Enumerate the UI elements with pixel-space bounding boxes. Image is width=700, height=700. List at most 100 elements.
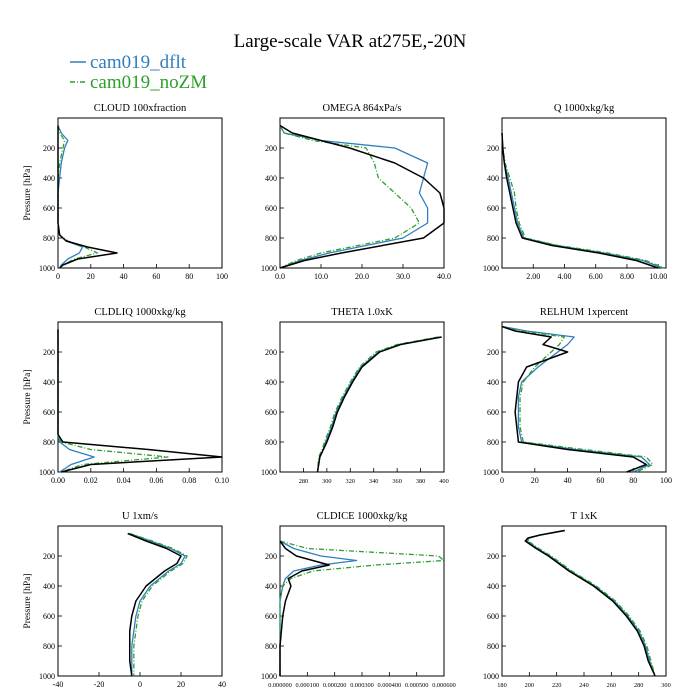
y-tick-label: 400 — [43, 582, 55, 591]
x-tick-label: 240 — [579, 682, 588, 689]
y-tick-label: 800 — [487, 234, 499, 243]
y-tick-label: 200 — [265, 348, 277, 357]
y-tick-label: 400 — [487, 174, 499, 183]
x-tick-label: 0.000300 — [350, 682, 374, 689]
y-tick-label: 600 — [265, 204, 277, 213]
y-tick-label: 1000 — [261, 264, 277, 273]
y-axis-label: Pressure [hPa] — [23, 165, 33, 220]
y-tick-label: 1000 — [483, 672, 499, 681]
x-tick-label: 300 — [322, 478, 331, 485]
y-tick-label: 400 — [265, 582, 277, 591]
series-line-reference — [316, 336, 442, 473]
series-line-cam019-nozm — [527, 529, 656, 677]
panel-title: CLDLIQ 1000xkg/kg — [94, 307, 186, 318]
x-tick-label: 200 — [525, 682, 534, 689]
x-tick-label: 40 — [564, 476, 572, 485]
series-line-reference — [279, 124, 445, 269]
y-tick-label: 800 — [43, 438, 55, 447]
x-tick-label: 0.08 — [182, 476, 196, 485]
y-tick-label: 600 — [43, 204, 55, 213]
x-tick-label: 0.02 — [84, 476, 98, 485]
y-tick-label: 1000 — [261, 672, 277, 681]
legend: cam019_dflt cam019_noZM — [70, 52, 207, 93]
y-tick-label: 600 — [43, 612, 55, 621]
y-tick-label: 800 — [487, 642, 499, 651]
y-tick-label: 400 — [487, 378, 499, 387]
plot-frame — [279, 525, 445, 677]
y-tick-label: 200 — [487, 144, 499, 153]
x-tick-label: 0 — [138, 680, 142, 689]
x-tick-label: 20.0 — [355, 272, 369, 281]
y-tick-label: 800 — [43, 234, 55, 243]
panel-title: CLOUD 100xfraction — [94, 103, 187, 114]
y-tick-label: 1000 — [39, 468, 55, 477]
x-tick-label: 380 — [416, 478, 425, 485]
x-tick-label: 0 — [500, 476, 504, 485]
x-tick-label: 40 — [218, 680, 226, 689]
panel-title: T 1xK — [571, 511, 598, 522]
y-tick-label: 200 — [487, 348, 499, 357]
x-tick-label: 0 — [56, 272, 60, 281]
panel-q: Q 1000xkg/kg 200 400 600 800 1000 2.00 4.00 6.00… — [483, 103, 667, 281]
x-tick-label: -40 — [53, 680, 64, 689]
y-tick-label: 400 — [43, 378, 55, 387]
y-tick-label: 400 — [265, 378, 277, 387]
plot-frame — [279, 321, 445, 473]
series-line-cam019-dflt — [316, 336, 441, 473]
x-tick-label: 2.00 — [526, 272, 540, 281]
plot-frame — [501, 321, 667, 473]
x-tick-label: 0.06 — [149, 476, 163, 485]
series-line-cam019-dflt — [501, 132, 664, 269]
x-tick-label: 0.000600 — [432, 682, 456, 689]
y-tick-label: 800 — [265, 438, 277, 447]
panel-title: Q 1000xkg/kg — [554, 103, 615, 114]
panel-theta: THETA 1.0xK 200 400 600 800 1000 280 300 320 340 3… — [261, 307, 449, 485]
y-tick-label: 1000 — [483, 468, 499, 477]
x-tick-label: 0.10 — [215, 476, 229, 485]
x-tick-label: 100 — [660, 476, 672, 485]
x-tick-label: 280 — [299, 478, 308, 485]
y-tick-label: 200 — [265, 144, 277, 153]
x-tick-label: 80 — [629, 476, 637, 485]
series-line-cam019-dflt — [501, 325, 651, 473]
plot-frame — [501, 117, 667, 269]
series-line-reference — [501, 132, 659, 269]
plot-frame — [501, 525, 667, 677]
series-line-cam019-dflt — [57, 125, 84, 269]
series-line-cam019-nozm — [57, 125, 99, 269]
series-line-cam019-nozm — [501, 132, 665, 269]
series-line-cam019-nozm — [129, 532, 188, 676]
y-tick-label: 400 — [487, 582, 499, 591]
x-tick-label: 0.000500 — [405, 682, 429, 689]
x-tick-label: 4.00 — [557, 272, 571, 281]
chart-title: Large-scale VAR at275E,-20N — [234, 31, 467, 52]
x-tick-label: 0.000400 — [378, 682, 402, 689]
series-line-cam019-nozm — [316, 336, 439, 473]
panel-title: THETA 1.0xK — [331, 307, 393, 318]
y-tick-label: 200 — [43, 552, 55, 561]
y-tick-label: 200 — [265, 552, 277, 561]
x-tick-label: 0.04 — [117, 476, 131, 485]
x-tick-label: 10.00 — [649, 272, 667, 281]
series-line-reference — [279, 540, 330, 676]
x-tick-label: 300 — [661, 682, 670, 689]
x-tick-label: 340 — [369, 478, 378, 485]
x-tick-label: 40.0 — [437, 272, 451, 281]
y-tick-label: 800 — [265, 234, 277, 243]
y-tick-label: 600 — [265, 408, 277, 417]
x-tick-label: 20 — [177, 680, 185, 689]
series-line-reference — [524, 529, 656, 677]
series-line-cam019-dflt — [279, 125, 429, 269]
x-tick-label: 260 — [607, 682, 616, 689]
y-tick-label: 600 — [487, 204, 499, 213]
y-tick-label: 800 — [265, 642, 277, 651]
y-tick-label: 200 — [487, 552, 499, 561]
y-tick-label: 200 — [43, 348, 55, 357]
